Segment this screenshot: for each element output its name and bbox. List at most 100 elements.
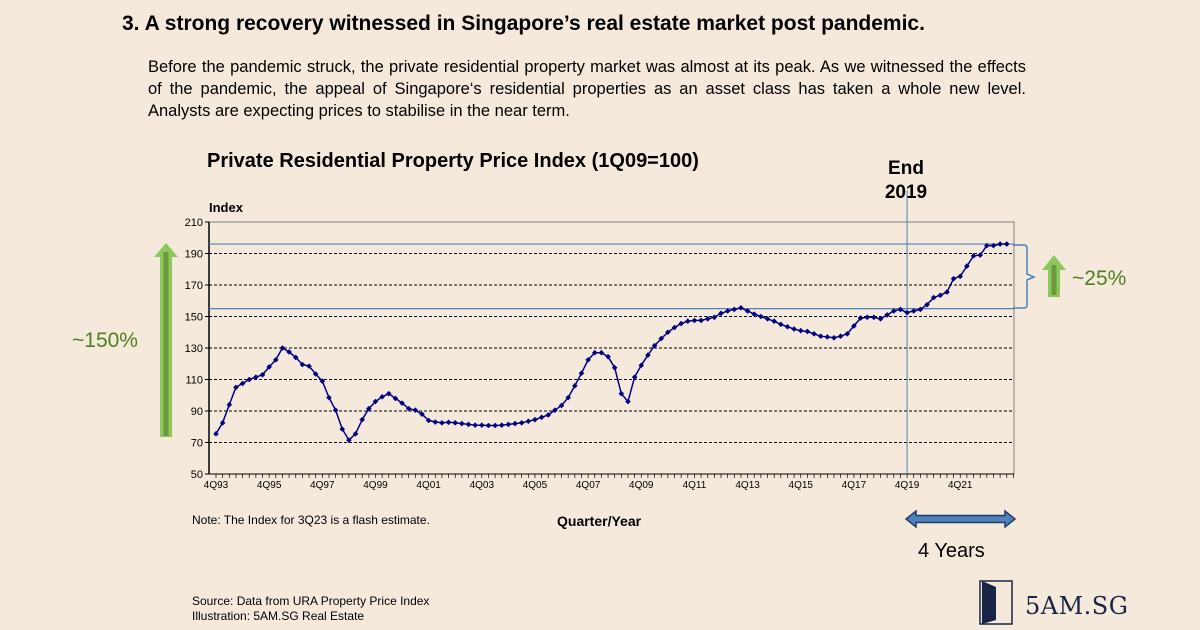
data-point — [545, 412, 552, 418]
data-point — [452, 420, 459, 426]
data-point — [684, 318, 691, 325]
data-point — [718, 310, 724, 317]
data-point — [246, 376, 253, 383]
data-point — [253, 374, 259, 380]
data-point — [977, 252, 983, 258]
data-point — [598, 349, 605, 356]
data-point — [332, 407, 339, 414]
data-point — [359, 416, 365, 423]
data-point — [432, 419, 439, 425]
x-tick-label: 4Q01 — [416, 480, 441, 491]
data-point — [764, 316, 771, 322]
data-point — [704, 316, 711, 322]
data-point — [771, 318, 777, 325]
data-point — [233, 384, 239, 391]
data-point — [465, 421, 472, 428]
data-point — [791, 326, 797, 332]
data-point — [485, 422, 492, 429]
data-point — [472, 422, 478, 428]
y-tick-label: 130 — [185, 343, 203, 355]
data-point — [412, 407, 419, 414]
data-point — [525, 418, 532, 425]
recent-growth-label: ~25% — [1072, 267, 1127, 290]
data-point — [890, 308, 897, 314]
data-point — [366, 405, 372, 412]
data-point — [957, 273, 964, 280]
data-point — [665, 329, 671, 336]
data-point — [279, 345, 286, 351]
data-point — [691, 317, 698, 324]
data-point — [518, 420, 525, 426]
data-point — [611, 364, 618, 371]
annotations — [154, 243, 1066, 625]
y-axis-title: Index — [209, 200, 243, 215]
y-tick-label: 170 — [185, 280, 203, 292]
y-tick-label: 90 — [191, 406, 203, 418]
data-point — [671, 324, 678, 331]
data-point — [711, 314, 718, 321]
data-point — [312, 371, 319, 377]
data-point — [824, 334, 831, 340]
illustration-text: Illustration: 5AM.SG Real Estate — [192, 609, 365, 623]
data-point — [950, 275, 957, 282]
bracket-icon — [1013, 244, 1036, 309]
data-point — [339, 426, 346, 432]
data-point — [419, 411, 425, 417]
x-tick-label: 4Q13 — [735, 480, 760, 491]
data-point — [804, 328, 811, 335]
data-point — [346, 437, 352, 443]
data-point — [379, 394, 385, 400]
data-point — [439, 420, 445, 426]
data-point — [964, 263, 970, 269]
headline: 3. A strong recovery witnessed in Singap… — [122, 12, 925, 35]
data-point — [538, 414, 545, 421]
data-point — [778, 321, 784, 328]
grid-lines — [209, 253, 1014, 443]
data-point — [372, 398, 379, 405]
y-tick-label: 70 — [191, 438, 203, 450]
data-point — [857, 315, 864, 321]
series-index — [213, 241, 1010, 443]
data-point — [997, 241, 1003, 247]
data-point — [811, 331, 817, 337]
data-point — [259, 371, 266, 378]
data-point — [877, 316, 884, 322]
period-double-arrow-icon — [904, 509, 1017, 529]
data-point — [784, 323, 791, 330]
data-point — [585, 357, 591, 363]
y-tick-label: 210 — [185, 217, 203, 229]
y-tick-label: 110 — [185, 375, 203, 387]
data-point — [565, 394, 571, 401]
data-point — [299, 361, 306, 368]
data-point — [738, 305, 744, 311]
data-point — [724, 308, 731, 314]
data-point — [219, 420, 226, 426]
source-credit: Source: Data from URA Property Price Ind… — [192, 594, 429, 624]
x-tick-label: 4Q99 — [363, 480, 388, 491]
data-point — [917, 306, 924, 313]
period-label: 4 Years — [918, 540, 985, 562]
data-point — [678, 320, 684, 327]
x-tick-label: 4Q17 — [842, 480, 867, 491]
data-point — [213, 431, 219, 437]
x-tick-label: 4Q93 — [204, 480, 229, 491]
data-point — [572, 383, 578, 389]
data-point — [459, 420, 465, 427]
data-point — [352, 431, 359, 437]
data-point — [904, 309, 910, 316]
data-point — [558, 402, 565, 409]
data-point — [658, 335, 665, 342]
long-term-growth-label: ~150% — [72, 329, 138, 352]
data-point — [512, 420, 518, 427]
data-point — [591, 349, 598, 356]
data-point — [758, 313, 764, 320]
data-point — [625, 398, 631, 405]
data-point — [425, 417, 432, 424]
data-point — [319, 378, 326, 384]
x-tick-label: 4Q97 — [310, 480, 335, 491]
x-tick-label: 4Q07 — [576, 480, 601, 491]
chart-title: Private Residential Property Price Index… — [207, 150, 699, 172]
data-point — [970, 253, 977, 259]
data-point — [505, 421, 512, 428]
